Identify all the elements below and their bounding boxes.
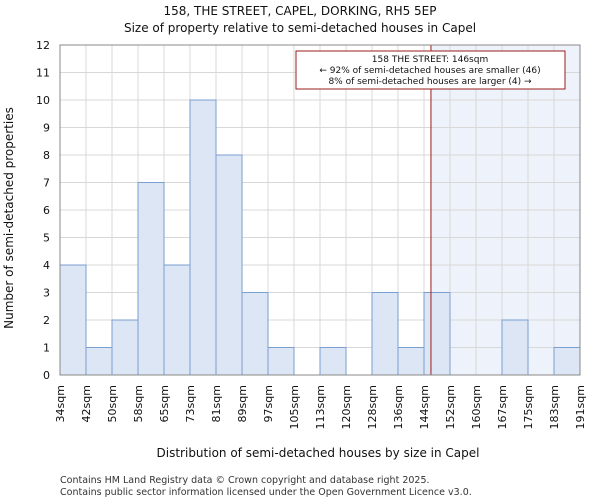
y-tick-label: 3 — [43, 287, 50, 300]
bar-58sqm — [137, 182, 165, 376]
bar-81sqm — [215, 154, 243, 376]
x-tick-label: 34sqm — [54, 385, 67, 422]
x-tick-label: 152sqm — [444, 385, 457, 429]
x-tick-label: 191sqm — [574, 385, 587, 429]
bar-128sqm — [371, 292, 399, 376]
y-tick-label: 7 — [43, 177, 50, 190]
x-tick-label: 128sqm — [366, 385, 379, 429]
y-tick-label: 6 — [43, 204, 50, 217]
x-tick-label: 175sqm — [522, 385, 535, 429]
y-tick-label: 12 — [36, 39, 50, 52]
y-tick-label: 8 — [43, 149, 50, 162]
annotation-line-1: 158 THE STREET: 146sqm — [372, 55, 488, 65]
x-tick-label: 144sqm — [418, 385, 431, 429]
bar-50sqm — [111, 319, 139, 376]
bar-136sqm — [397, 347, 425, 376]
x-tick-label: 65sqm — [158, 385, 171, 422]
bar-113sqm — [319, 347, 347, 376]
bar-97sqm — [267, 347, 295, 376]
x-tick-label: 160sqm — [470, 385, 483, 429]
y-axis-label: Number of semi-detached properties — [2, 107, 16, 329]
y-tick-label: 2 — [43, 314, 50, 327]
annotation-line-2: ← 92% of semi-detached houses are smalle… — [319, 66, 540, 76]
x-tick-label: 42sqm — [80, 385, 93, 422]
footer-line-2: Contains public sector information licen… — [60, 487, 472, 498]
x-tick-label: 50sqm — [106, 385, 119, 422]
x-tick-label: 81sqm — [210, 385, 223, 422]
annotation-frame — [295, 50, 566, 90]
y-tick-label: 11 — [36, 67, 50, 80]
x-tick-label: 120sqm — [340, 385, 353, 429]
x-tick-label: 97sqm — [262, 385, 275, 422]
bar-89sqm — [241, 292, 269, 376]
y-tick-label: 0 — [43, 369, 50, 382]
x-tick-label: 58sqm — [132, 385, 145, 422]
x-tick-label: 136sqm — [392, 385, 405, 429]
y-tick-label: 9 — [43, 122, 50, 135]
bar-73sqm — [189, 99, 217, 376]
axes-frame — [59, 44, 581, 376]
x-axis-label: Distribution of semi-detached houses by … — [157, 446, 480, 460]
y-tick-label: 5 — [43, 232, 50, 245]
y-tick-label: 4 — [43, 259, 50, 272]
annotation-line-3: 8% of semi-detached houses are larger (4… — [328, 77, 532, 87]
x-tick-label: 89sqm — [236, 385, 249, 422]
chart-title: 158, THE STREET, CAPEL, DORKING, RH5 5EP — [163, 4, 436, 18]
bars — [59, 99, 581, 376]
footer-line-1: Contains HM Land Registry data © Crown c… — [60, 475, 430, 486]
x-tick-label: 73sqm — [184, 385, 197, 422]
bar-65sqm — [163, 264, 191, 376]
bar-183sqm — [553, 347, 581, 376]
bar-34sqm — [59, 264, 87, 376]
x-tick-label: 113sqm — [314, 385, 327, 429]
y-tick-label: 10 — [36, 94, 50, 107]
bar-144sqm — [423, 292, 451, 376]
annotation-box: 158 THE STREET: 146sqm ← 92% of semi-det… — [295, 50, 566, 90]
x-tick-label: 183sqm — [548, 385, 561, 429]
x-tick-label: 167sqm — [496, 385, 509, 429]
x-tick-label: 105sqm — [288, 385, 301, 429]
bar-42sqm — [85, 347, 113, 376]
bar-167sqm — [501, 319, 529, 376]
x-axis-ticks: 34sqm 42sqm 50sqm 58sqm 65sqm 73sqm 81sqm 89sqm… — [54, 385, 587, 429]
chart-subtitle: Size of property relative to semi-detach… — [124, 21, 476, 35]
y-tick-label: 1 — [43, 342, 50, 355]
